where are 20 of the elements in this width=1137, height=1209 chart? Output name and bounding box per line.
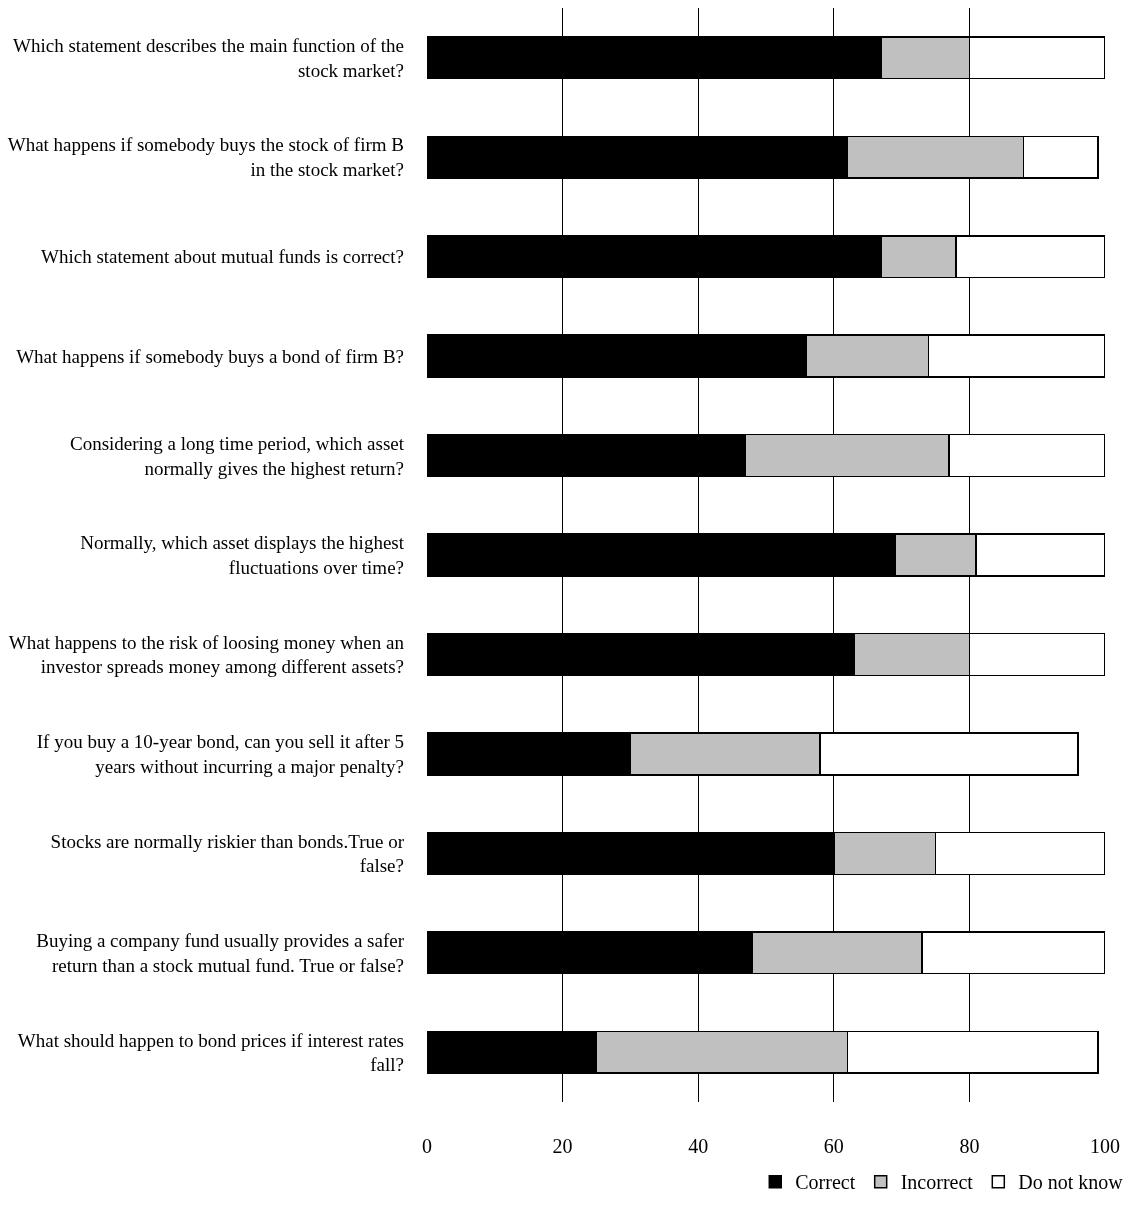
legend-label: Correct — [795, 1171, 856, 1194]
x-tick-label: 80 — [959, 1135, 980, 1157]
y-tick-label: Stocks are normally riskier than bonds.True or false? — [50, 830, 405, 877]
x-tick-label: 40 — [688, 1135, 709, 1157]
y-tick-label: What happens if somebody buys the stock of firm B in the stock market? — [7, 134, 404, 181]
y-tick-label: What happens to the risk of loosing money when an investor spreads money among different assets? — [8, 631, 405, 678]
y-tick-label: Buying a company fund usually provides a safer return than a stock mutual fund. True or false? — [36, 930, 405, 976]
y-tick-label: Which statement describes the main function of the stock market? — [13, 35, 404, 81]
y-tick-label: Normally, which asset displays the highest fluctuations over time? — [80, 532, 405, 578]
y-tick-label: If you buy a 10-year bond, can you sell it after 5 years without incurring a major penalty? — [36, 731, 404, 777]
y-tick-label: Considering a long time period, which asset normally gives the highest return? — [69, 432, 405, 479]
y-tick-label: What happens if somebody buys a bond of firm B? — [16, 345, 404, 367]
y-tick-label: Which statement about mutual funds is correct? — [41, 246, 404, 268]
legend-label: Incorrect — [900, 1171, 974, 1194]
x-tick-label: 100 — [1090, 1135, 1120, 1157]
y-tick-label: What should happen to bond prices if interest rates fall? — [17, 1029, 404, 1076]
x-tick-label: 60 — [823, 1135, 844, 1157]
x-tick-label: 0 — [422, 1135, 432, 1157]
legend-label: Do not know — [1018, 1171, 1124, 1194]
x-tick-label: 20 — [552, 1135, 573, 1157]
